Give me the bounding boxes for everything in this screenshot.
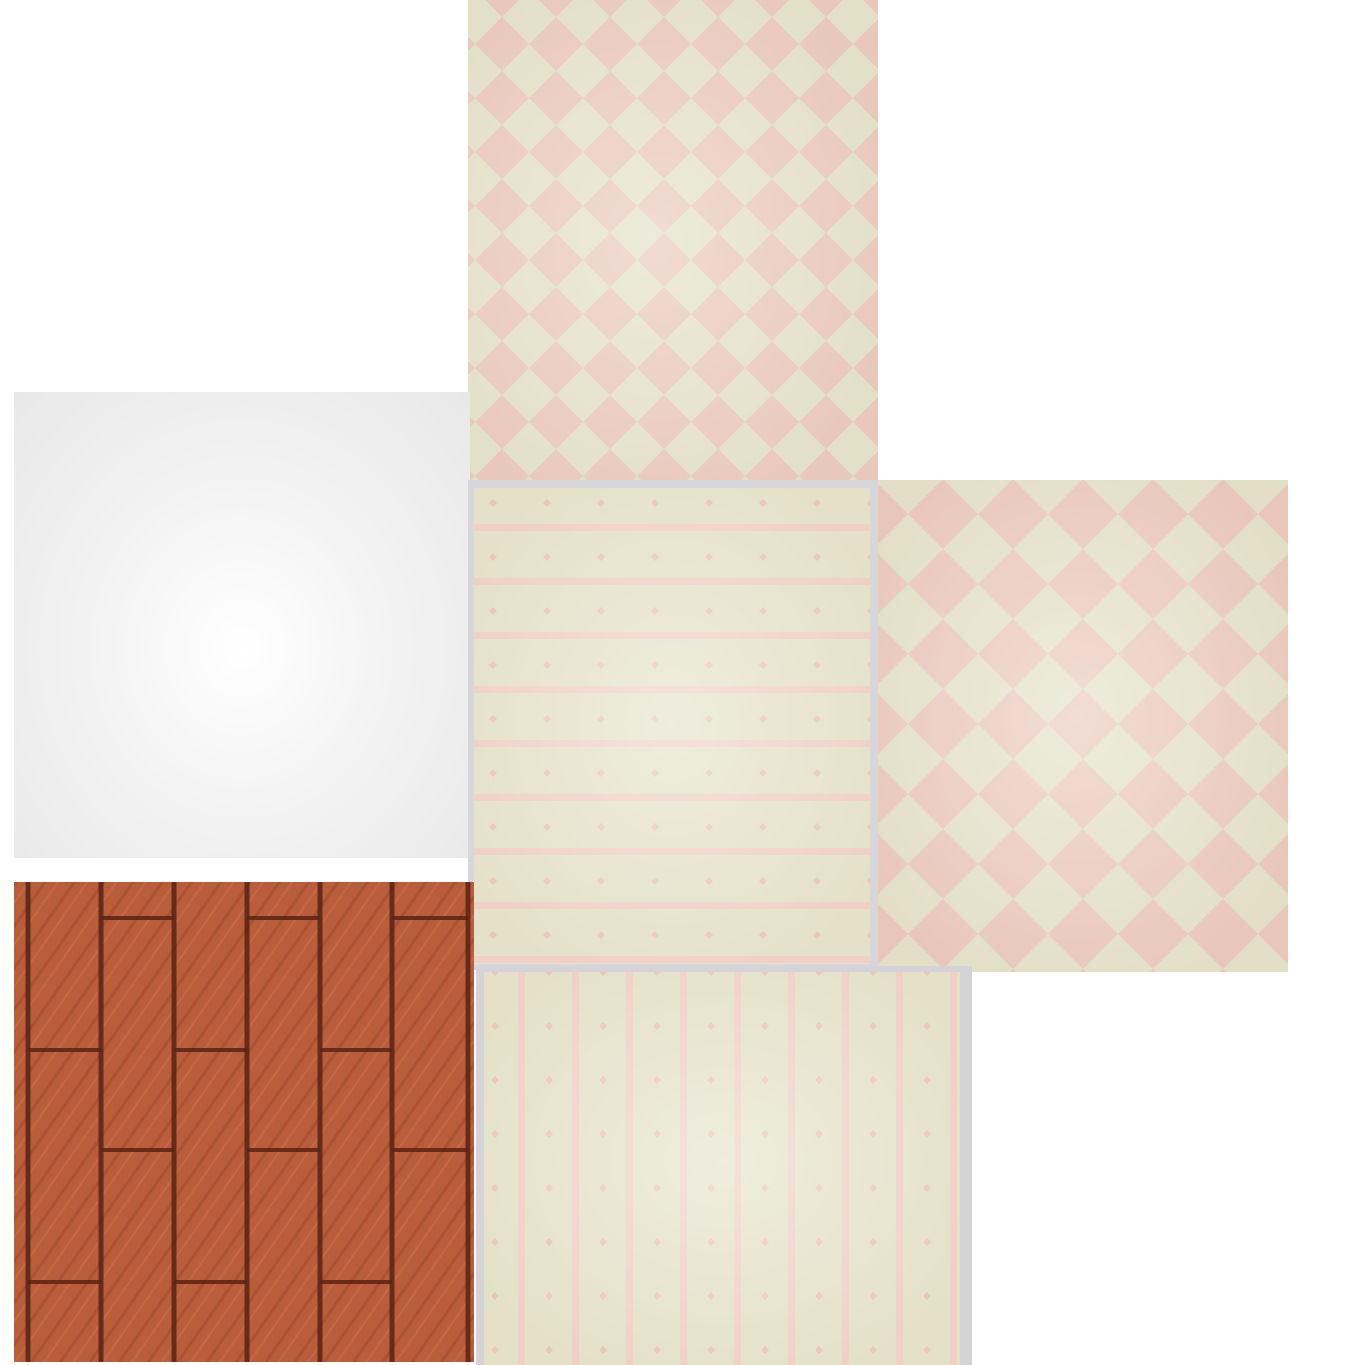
wood-plank-floor <box>14 882 474 1362</box>
right-diamond-wallpaper <box>878 480 1288 972</box>
top-diamond-wallpaper <box>468 0 878 480</box>
bottom-striped-wallpaper <box>484 972 960 1365</box>
left-plain-wall <box>14 392 470 858</box>
center-striped-wallpaper <box>474 488 870 964</box>
